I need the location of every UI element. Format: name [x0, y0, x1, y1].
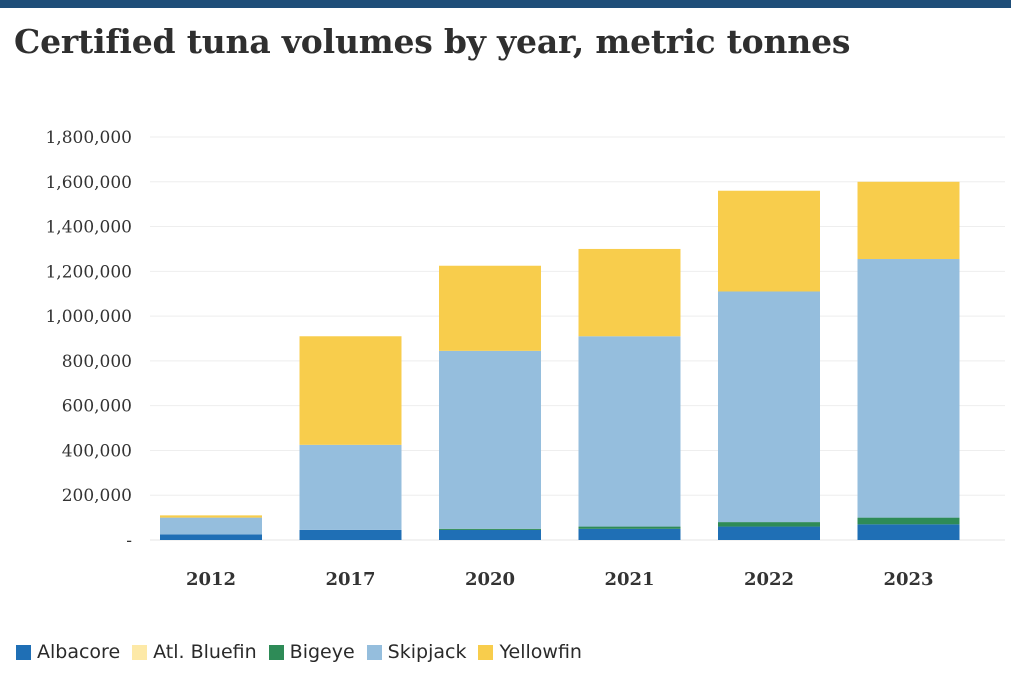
bars [160, 181, 960, 540]
x-tick-label: 2021 [604, 569, 654, 590]
legend-label: Albacore [37, 641, 121, 663]
y-tick-label: 1,400,000 [45, 218, 132, 238]
bar-segment-yellowfin-2022 [718, 190, 820, 292]
y-tick-label: - [126, 531, 132, 551]
bar-segment-bigeye-2020 [439, 528, 541, 530]
legend-item: Skipjack [366, 641, 467, 663]
bar-segment-albacore-2021 [578, 528, 681, 540]
y-tick-label: 600,000 [62, 397, 132, 417]
bar-segment-bigeye-2023 [857, 517, 960, 525]
y-tick-label: 400,000 [62, 441, 132, 461]
y-tick-label: 800,000 [62, 352, 132, 372]
bar-segment-bigeye-2021 [578, 526, 681, 529]
legend-item: Atl. Bluefin [132, 641, 257, 663]
bar-segment-albacore-2020 [439, 529, 541, 540]
legend-label: Yellowfin [499, 641, 582, 663]
legend-swatch [132, 644, 148, 660]
x-tick-label: 2012 [186, 569, 236, 590]
legend-swatch [366, 644, 382, 660]
bar-segment-yellowfin-2023 [857, 181, 960, 260]
legend-item: Bigeye [268, 641, 355, 663]
legend: Albacore Atl. Bluefin Bigeye Skipjack Yellow… [16, 641, 594, 663]
y-tick-label: 1,600,000 [45, 173, 132, 193]
y-axis-tick-labels: - 200,000 400,000 600,000 800,000 1,000,000 1,… [45, 128, 132, 551]
y-tick-label: 1,200,000 [45, 262, 132, 282]
bar-segment-yellowfin-2020 [439, 265, 541, 351]
chart-title: Certified tuna volumes by year, metric t… [14, 22, 851, 61]
y-tick-label: 1,800,000 [45, 128, 132, 148]
bar-segment-albacore-2022 [718, 526, 820, 540]
x-tick-label: 2022 [744, 569, 794, 590]
bar-segment-albacore-2017 [299, 529, 402, 540]
legend-label: Atl. Bluefin [153, 641, 257, 663]
x-tick-label: 2020 [465, 569, 515, 590]
bar-segment-yellowfin-2017 [299, 336, 402, 445]
x-tick-label: 2023 [883, 569, 933, 590]
legend-swatch [478, 644, 494, 660]
bar-segment-skipjack-2012 [160, 517, 262, 535]
legend-label: Skipjack [387, 641, 467, 663]
x-axis-tick-labels: 2012 2017 2020 2021 2022 2023 [186, 569, 934, 590]
bar-segment-skipjack-2023 [857, 259, 960, 518]
legend-swatch [16, 644, 31, 660]
bar-segment-yellowfin-2012 [160, 515, 262, 518]
bar-segment-albacore-2012 [160, 534, 262, 540]
bar-segment-albacore-2023 [857, 524, 960, 540]
bar-segment-skipjack-2021 [578, 336, 681, 527]
y-tick-label: 200,000 [62, 486, 132, 506]
bar-segment-yellowfin-2021 [578, 248, 681, 337]
legend-label: Bigeye [289, 641, 355, 663]
bar-segment-skipjack-2017 [299, 444, 402, 530]
top-accent-bar [0, 0, 1011, 8]
bar-segment-skipjack-2022 [718, 291, 820, 523]
bar-segment-skipjack-2020 [439, 350, 541, 529]
legend-item: Yellowfin [478, 641, 582, 663]
x-tick-label: 2017 [325, 569, 375, 590]
bar-segment-bigeye-2022 [718, 522, 820, 527]
y-tick-label: 1,000,000 [45, 307, 132, 327]
legend-item: Albacore [16, 641, 120, 663]
legend-swatch [268, 644, 284, 660]
